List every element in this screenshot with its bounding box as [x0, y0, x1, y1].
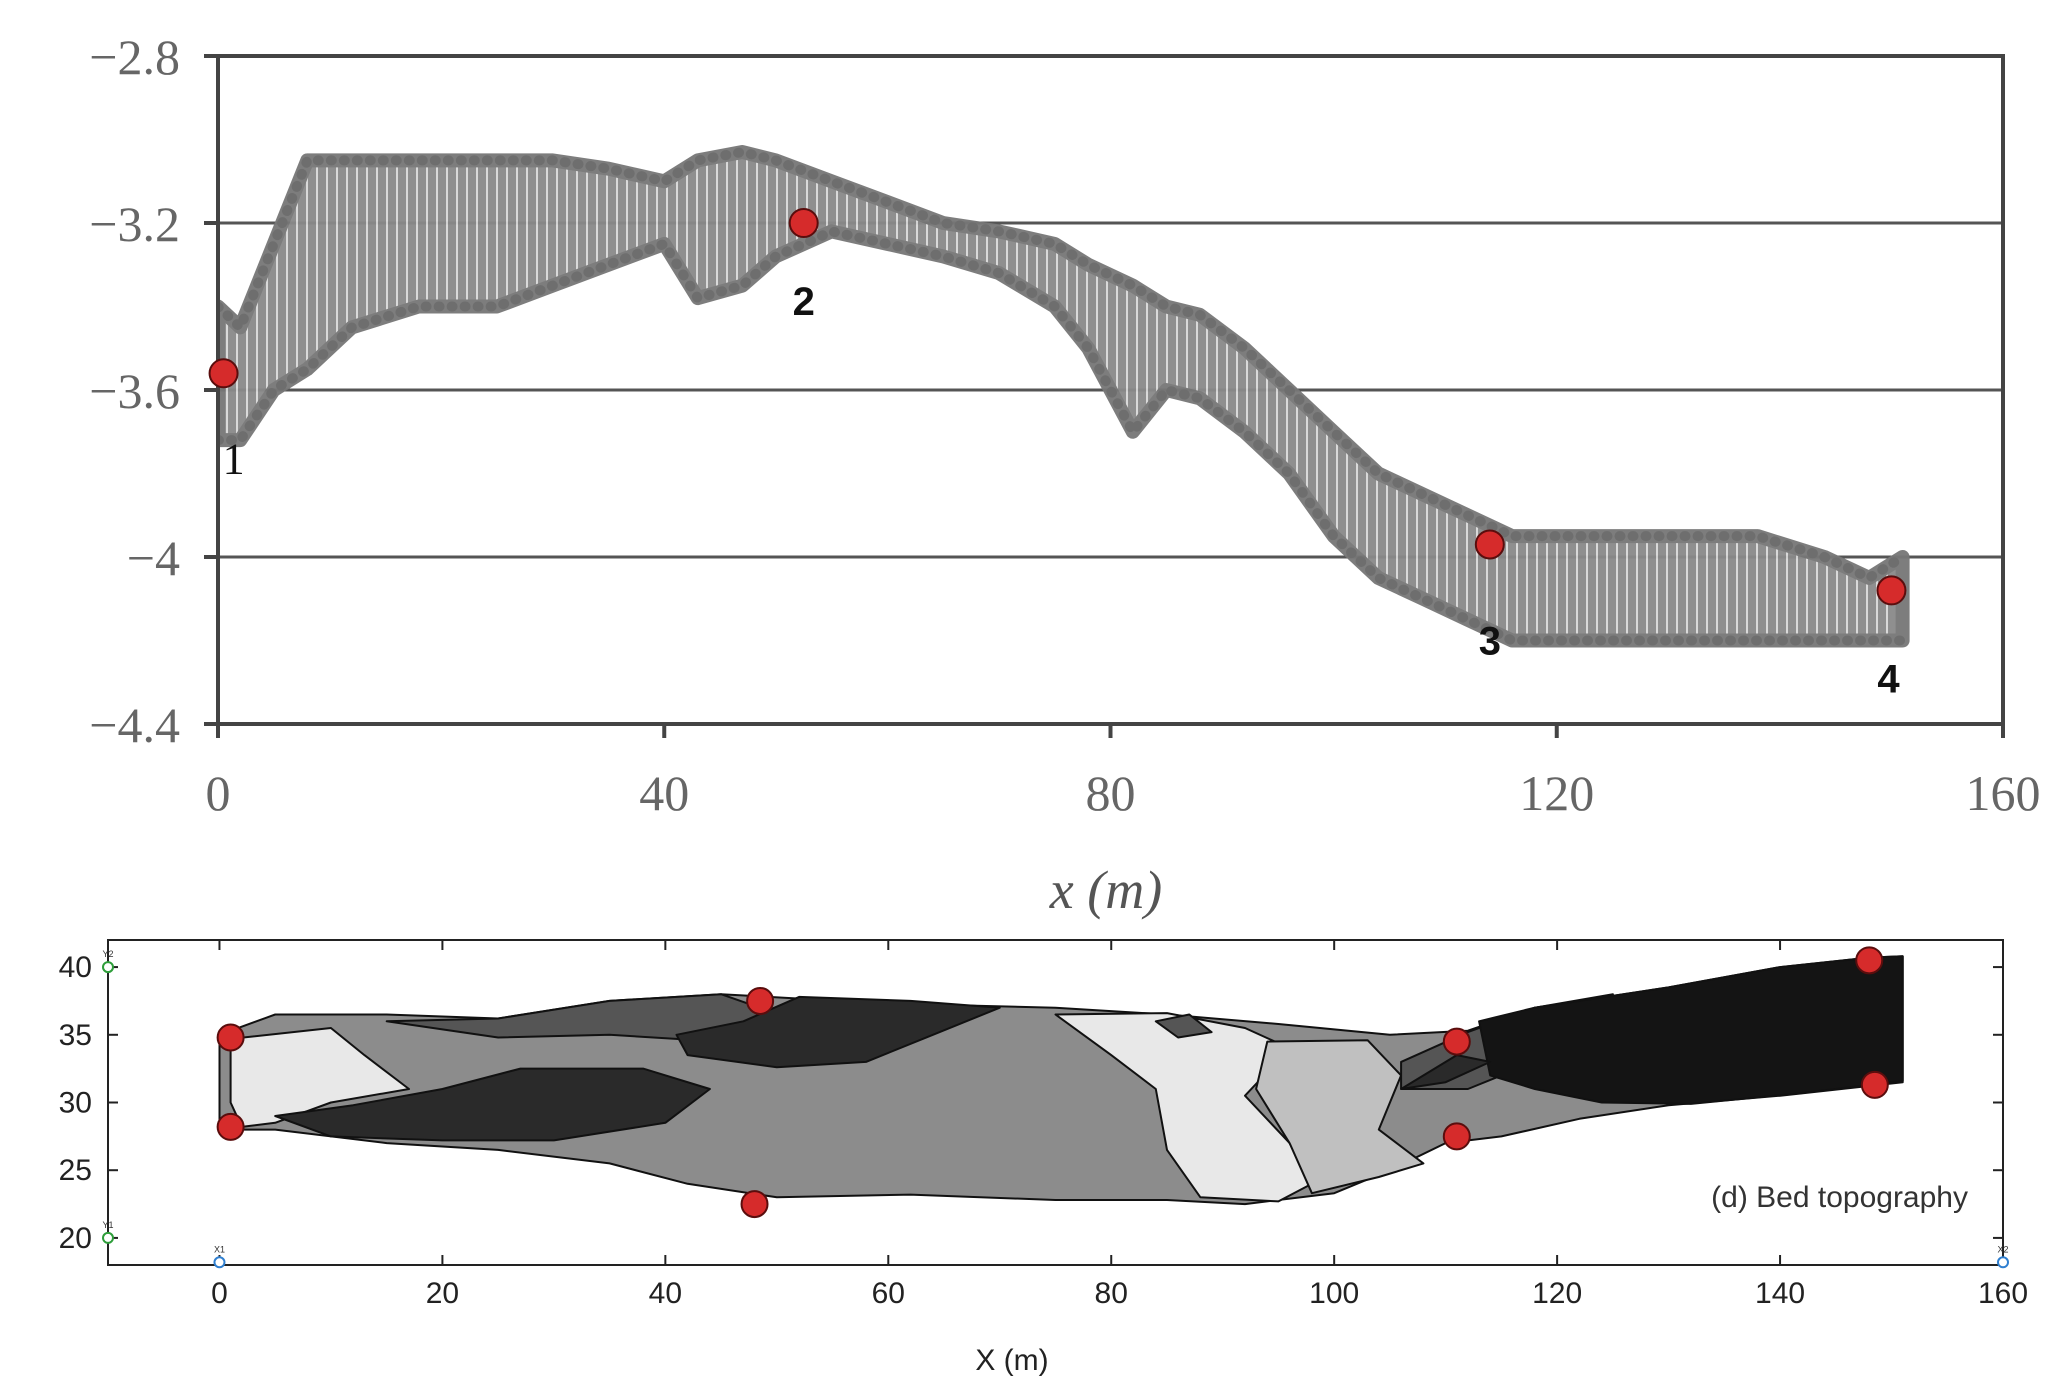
x-axis-ticks: 0 20 40 60 80 100 120 140 160	[211, 940, 2028, 1310]
profile-upper-edge	[218, 146, 1908, 584]
x-tick-label: 40	[639, 765, 689, 821]
marked-point-label: 3	[1479, 619, 1501, 663]
bed-topography-panel: 0 20 40 60 80 100 120 140 160 20 25 30 35 40 Y2 Y1 X1 X…	[59, 939, 2028, 1377]
corner-markers: Y2 Y1 X1 X2	[102, 949, 2009, 1269]
profile-band	[218, 145, 1910, 648]
y-tick-label: 35	[59, 1019, 92, 1052]
y-tick-label: 20	[59, 1222, 92, 1255]
x-tick-label: 60	[872, 1277, 905, 1310]
corner-marker-label: Y2	[102, 949, 113, 959]
zone-light	[229, 1027, 410, 1128]
profile-area	[218, 145, 1910, 648]
corner-marker	[1997, 1256, 2009, 1269]
x-axis-label: x (m)	[1049, 860, 1162, 920]
x-tick-label: 160	[1966, 765, 2041, 821]
zone-darkest	[1478, 955, 1904, 1105]
zone-mid-light	[1255, 1039, 1425, 1195]
marked-point-label: 2	[793, 280, 815, 324]
x-axis-label: X (m)	[975, 1344, 1048, 1377]
topography-map	[218, 955, 1904, 1206]
x-tick-label: 80	[1095, 1277, 1128, 1310]
y-axis-ticks: 20 25 30 35 40	[59, 951, 2003, 1255]
corner-marker	[102, 961, 114, 974]
corner-marker	[213, 1256, 226, 1269]
x-tick-label: 0	[206, 765, 231, 821]
corner-marker-label: X2	[1997, 1244, 2008, 1254]
x-tick-label: 120	[1519, 765, 1594, 821]
marked-point-2	[788, 208, 819, 238]
marked-point	[1860, 1070, 1889, 1099]
y-tick-label: 40	[59, 951, 92, 984]
marked-point-1	[208, 358, 239, 389]
y-axis-ticks: −2.8 −3.2 −3.6 −4 −4.4	[89, 29, 218, 753]
x-tick-label: 80	[1086, 765, 1136, 821]
zone-dark	[274, 1067, 711, 1142]
marked-point	[216, 1023, 245, 1052]
marked-point	[216, 1112, 245, 1141]
zone-dark	[1400, 1054, 1492, 1090]
marked-point-3	[1474, 529, 1505, 560]
y-tick-label: 30	[59, 1087, 92, 1120]
x-tick-label: 140	[1755, 1277, 1805, 1310]
marked-point	[740, 1190, 769, 1219]
marked-point	[1855, 946, 1884, 975]
marked-point	[1442, 1122, 1471, 1151]
x-axis-ticks: 0 40 80 120 160	[206, 724, 2041, 821]
marked-point	[1442, 1027, 1471, 1056]
x-tick-label: 120	[1532, 1277, 1582, 1310]
profile-lower-edge	[218, 226, 1908, 646]
corner-marker-label: X1	[214, 1244, 225, 1254]
x-tick-label: 20	[426, 1277, 459, 1310]
y-tick-label: −3.2	[89, 196, 180, 252]
corner-marker	[102, 1231, 114, 1244]
y-tick-label: 25	[59, 1154, 92, 1187]
marked-point-label: 4	[1877, 657, 1900, 701]
panel-annotation: (d) Bed topography	[1711, 1181, 1968, 1214]
x-tick-label: 160	[1978, 1277, 2028, 1310]
corner-marker-label: Y1	[102, 1220, 113, 1230]
x-tick-label: 100	[1309, 1277, 1359, 1310]
zone-mid-dark	[1154, 1013, 1213, 1039]
y-tick-label: −4.4	[89, 697, 180, 753]
marked-point-4	[1876, 575, 1907, 606]
marked-point-label: 1	[223, 434, 245, 483]
profile-panel: 0 40 80 120 160 −2.8 −3.2 −3.6 −4 −4.4 x (m) 1 2 3…	[89, 29, 2040, 920]
y-tick-label: −4	[127, 530, 180, 586]
marked-points: 1 2 3 4	[208, 208, 1907, 701]
x-tick-label: 0	[211, 1277, 228, 1310]
y-tick-label: −3.6	[89, 363, 180, 419]
marked-point	[746, 986, 775, 1015]
y-tick-label: −2.8	[89, 29, 180, 85]
x-tick-label: 40	[649, 1277, 682, 1310]
marked-points	[216, 946, 1889, 1219]
